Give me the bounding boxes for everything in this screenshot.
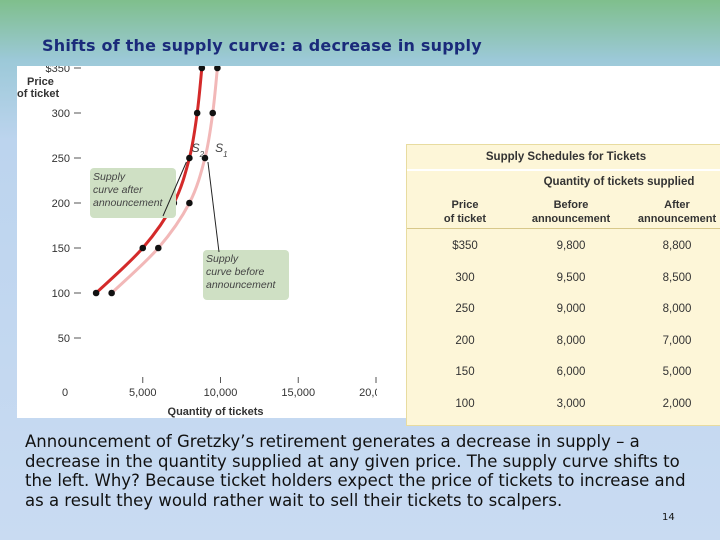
table-cell: 8,800 — [662, 240, 692, 252]
table-cell: 8,500 — [662, 271, 692, 284]
table-header-rule — [407, 228, 720, 229]
data-point — [108, 289, 115, 297]
data-point — [186, 154, 193, 162]
annotation-box — [203, 250, 289, 300]
table-cell: 2,000 — [662, 398, 692, 410]
data-point — [139, 244, 147, 252]
x-tick-label: 5,000 — [129, 387, 157, 399]
table-cell: 9,000 — [556, 303, 586, 316]
table-cell: 5,000 — [662, 366, 692, 379]
curve-label-s2: S2 — [192, 141, 205, 159]
table-cell: 9,500 — [556, 271, 586, 284]
data-point — [214, 66, 221, 72]
table-cell: 8,000 — [556, 334, 586, 347]
y-tick-label: 200 — [52, 198, 70, 210]
data-point — [201, 154, 209, 162]
y-tick-label: 250 — [52, 153, 70, 165]
y-axis-title: of ticket — [17, 88, 60, 100]
annotation-text: curve before — [206, 266, 265, 278]
figure-panel: Price of ticket Quantity of tickets 50 100 15… — [17, 66, 720, 426]
table-cell: 250 — [455, 303, 475, 316]
y-tick-label: 50 — [58, 333, 70, 345]
table-column-header: Before announcement — [516, 198, 626, 226]
table-cell: 8,000 — [662, 303, 692, 316]
x-tick-label: 20,000 — [359, 387, 377, 399]
y-tick-label: 100 — [52, 288, 70, 300]
column-header-line: announcement — [637, 213, 717, 225]
annotation-text: Supply — [93, 171, 126, 183]
table-title: Supply Schedules for Tickets — [407, 145, 720, 171]
annotation-text: announcement — [93, 197, 164, 209]
data-point — [193, 109, 201, 117]
column-header-line: After — [664, 199, 690, 211]
column-header-line: of ticket — [443, 213, 487, 225]
page-number: 14 — [662, 512, 675, 523]
table-group-header: Quantity of tickets supplied — [543, 176, 695, 188]
table-cell: 100 — [455, 398, 475, 410]
table-cell: 200 — [455, 334, 475, 347]
table-cell: 7,000 — [662, 334, 692, 347]
y-axis-title: Price — [27, 76, 54, 88]
table-cell: 300 — [455, 271, 475, 284]
curve-label-s1: S1 — [215, 141, 227, 159]
data-point — [198, 66, 206, 72]
table-cell: $350 — [452, 240, 478, 252]
data-point — [92, 289, 100, 297]
annotation-box — [90, 168, 176, 218]
slide-caption: Announcement of Gretzky’s retirement gen… — [25, 432, 686, 510]
annotation-leader-line — [207, 161, 220, 253]
table-column-header: Price of ticket — [410, 198, 520, 226]
y-tick-label: 300 — [52, 108, 70, 120]
column-header-line: Before — [553, 199, 589, 211]
data-point — [155, 244, 162, 252]
table-cell: 9,800 — [556, 240, 586, 252]
annotation-leader-line — [162, 161, 187, 217]
y-tick-label: $350 — [46, 66, 70, 75]
x-tick-label: 15,000 — [281, 387, 315, 399]
table-cell: 150 — [455, 366, 475, 379]
column-header-line: Price — [451, 199, 479, 211]
data-point — [209, 109, 217, 117]
data-point — [186, 199, 193, 207]
table-column-header: After announcement — [622, 198, 720, 226]
column-header-line: announcement — [531, 213, 611, 225]
table-cell: 6,000 — [556, 366, 586, 379]
slide-title: Shifts of the supply curve: a decrease i… — [42, 36, 482, 55]
annotation-text: announcement — [206, 279, 277, 291]
y-tick-label: 150 — [52, 243, 70, 255]
x-axis-title: Quantity of tickets — [168, 406, 264, 418]
supply-schedule-table: Supply Schedules for Tickets Quantity of… — [406, 144, 720, 426]
annotation-text: curve after — [93, 184, 143, 196]
annotation-text: Supply — [206, 253, 239, 265]
table-cell: 3,000 — [556, 398, 586, 410]
x-tick-label: 0 — [62, 387, 68, 399]
x-tick-label: 10,000 — [204, 387, 238, 399]
